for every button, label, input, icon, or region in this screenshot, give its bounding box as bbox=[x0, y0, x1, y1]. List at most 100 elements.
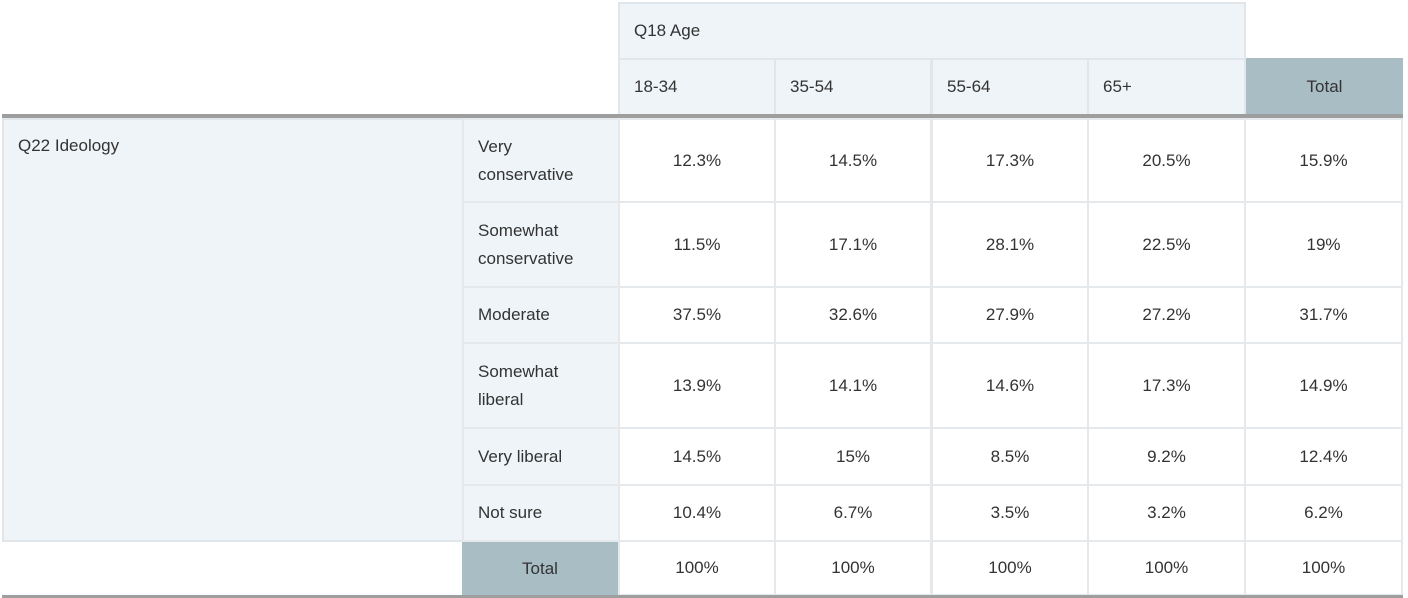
column-header-label: 65+ bbox=[1103, 77, 1132, 96]
table-cell: 3.2% bbox=[1087, 484, 1246, 542]
row-label-very-liberal: Very liberal bbox=[462, 427, 620, 486]
column-header-65plus: 65+ bbox=[1087, 58, 1246, 116]
column-header-35-54: 35-54 bbox=[774, 58, 932, 116]
row-label: Very liberal bbox=[478, 446, 563, 466]
row-label: Moderate bbox=[478, 305, 550, 324]
cell-value: 100% bbox=[831, 558, 875, 577]
table-cell: 32.6% bbox=[774, 286, 932, 344]
cell-value: 10.4% bbox=[672, 503, 722, 522]
table-cell-total: 14.9% bbox=[1244, 342, 1403, 429]
row-label: Not sure bbox=[478, 503, 543, 522]
table-cell: 14.6% bbox=[931, 342, 1089, 429]
cell-value: 3.5% bbox=[990, 503, 1030, 522]
cell-value: 12.4% bbox=[1299, 446, 1348, 466]
cell-value: 17.3% bbox=[1142, 375, 1191, 395]
table-cell: 15% bbox=[774, 427, 932, 486]
column-header-label: 35-54 bbox=[790, 77, 834, 96]
table-cell-total: 100% bbox=[618, 540, 776, 596]
row-label: Somewhat liberal bbox=[478, 361, 559, 409]
cell-value: 14.5% bbox=[828, 150, 878, 170]
table-cell-total: 100% bbox=[1244, 540, 1403, 596]
header-divider bbox=[2, 114, 1403, 118]
column-group-label: Q18 Age bbox=[634, 21, 701, 40]
cell-value: 100% bbox=[988, 558, 1032, 577]
table-cell: 20.5% bbox=[1087, 118, 1246, 203]
table-cell-total: 100% bbox=[1087, 540, 1246, 596]
row-group-header: Q22 Ideology bbox=[2, 118, 464, 542]
column-header-label: 55-64 bbox=[947, 77, 991, 96]
row-label-very-conservative: Very conservative bbox=[462, 118, 620, 203]
table-cell: 14.5% bbox=[618, 427, 776, 486]
table-cell: 8.5% bbox=[931, 427, 1089, 486]
table-cell-total: 100% bbox=[931, 540, 1089, 596]
cell-value: 14.5% bbox=[672, 446, 722, 466]
table-cell-total: 31.7% bbox=[1244, 286, 1403, 344]
table-cell: 11.5% bbox=[618, 201, 776, 288]
cell-value: 28.1% bbox=[985, 234, 1035, 254]
cell-value: 17.3% bbox=[985, 150, 1035, 170]
cell-value: 27.2% bbox=[1142, 305, 1191, 324]
cell-value: 100% bbox=[675, 558, 719, 577]
table-cell: 12.3% bbox=[618, 118, 776, 203]
cell-value: 14.9% bbox=[1299, 375, 1348, 395]
column-header-label: 18-34 bbox=[634, 77, 678, 96]
table-cell: 27.9% bbox=[931, 286, 1089, 344]
cell-value: 13.9% bbox=[672, 375, 722, 395]
row-label-not-sure: Not sure bbox=[462, 484, 620, 542]
cell-value: 20.5% bbox=[1142, 150, 1191, 170]
table-cell-total: 12.4% bbox=[1244, 427, 1403, 486]
cell-value: 100% bbox=[1301, 558, 1346, 577]
row-label: Somewhat conservative bbox=[478, 220, 574, 268]
cell-value: 6.2% bbox=[1304, 503, 1343, 522]
table-cell: 17.3% bbox=[1087, 342, 1246, 429]
table-cell: 13.9% bbox=[618, 342, 776, 429]
cell-value: 32.6% bbox=[828, 305, 878, 324]
cell-value: 12.3% bbox=[672, 150, 722, 170]
table-cell: 14.5% bbox=[774, 118, 932, 203]
cell-value: 15.9% bbox=[1299, 150, 1348, 170]
cell-value: 14.1% bbox=[828, 375, 878, 395]
table-cell: 37.5% bbox=[618, 286, 776, 344]
row-label-somewhat-liberal: Somewhat liberal bbox=[462, 342, 620, 429]
cell-value: 14.6% bbox=[985, 375, 1035, 395]
table-cell: 3.5% bbox=[931, 484, 1089, 542]
table-cell-total: 19% bbox=[1244, 201, 1403, 288]
cell-value: 3.2% bbox=[1147, 503, 1186, 522]
cell-value: 37.5% bbox=[672, 305, 722, 324]
cell-value: 19% bbox=[1306, 234, 1341, 254]
cell-value: 27.9% bbox=[985, 305, 1035, 324]
table-cell-total: 6.2% bbox=[1244, 484, 1403, 542]
column-header-total: Total bbox=[1246, 58, 1403, 116]
row-group-label: Q22 Ideology bbox=[18, 136, 120, 155]
table-cell: 27.2% bbox=[1087, 286, 1246, 344]
column-group-header: Q18 Age bbox=[618, 2, 1246, 60]
table-cell: 17.1% bbox=[774, 201, 932, 288]
table-bottom-rule bbox=[2, 595, 1403, 598]
table-cell: 10.4% bbox=[618, 484, 776, 542]
row-label-moderate: Moderate bbox=[462, 286, 620, 344]
cell-value: 31.7% bbox=[1299, 305, 1348, 324]
table-cell: 9.2% bbox=[1087, 427, 1246, 486]
row-label: Very conservative bbox=[478, 136, 574, 184]
cell-value: 15% bbox=[835, 446, 871, 466]
table-cell-total: 100% bbox=[774, 540, 932, 596]
table-cell-total: 15.9% bbox=[1244, 118, 1403, 203]
cell-value: 9.2% bbox=[1147, 446, 1186, 466]
column-header-18-34: 18-34 bbox=[618, 58, 776, 116]
row-label-somewhat-conservative: Somewhat conservative bbox=[462, 201, 620, 288]
table-cell: 22.5% bbox=[1087, 201, 1246, 288]
column-header-55-64: 55-64 bbox=[931, 58, 1089, 116]
cell-value: 6.7% bbox=[833, 503, 873, 522]
cell-value: 22.5% bbox=[1142, 234, 1191, 254]
cell-value: 8.5% bbox=[990, 446, 1030, 466]
column-header-label: Total bbox=[1306, 77, 1343, 96]
cell-value: 17.1% bbox=[828, 234, 878, 254]
cell-value: 100% bbox=[1144, 558, 1189, 577]
table-cell: 14.1% bbox=[774, 342, 932, 429]
table-cell: 28.1% bbox=[931, 201, 1089, 288]
cell-value: 11.5% bbox=[673, 234, 721, 254]
table-cell: 6.7% bbox=[774, 484, 932, 542]
row-label: Total bbox=[522, 559, 558, 578]
row-label-total: Total bbox=[462, 542, 618, 596]
table-cell: 17.3% bbox=[931, 118, 1089, 203]
